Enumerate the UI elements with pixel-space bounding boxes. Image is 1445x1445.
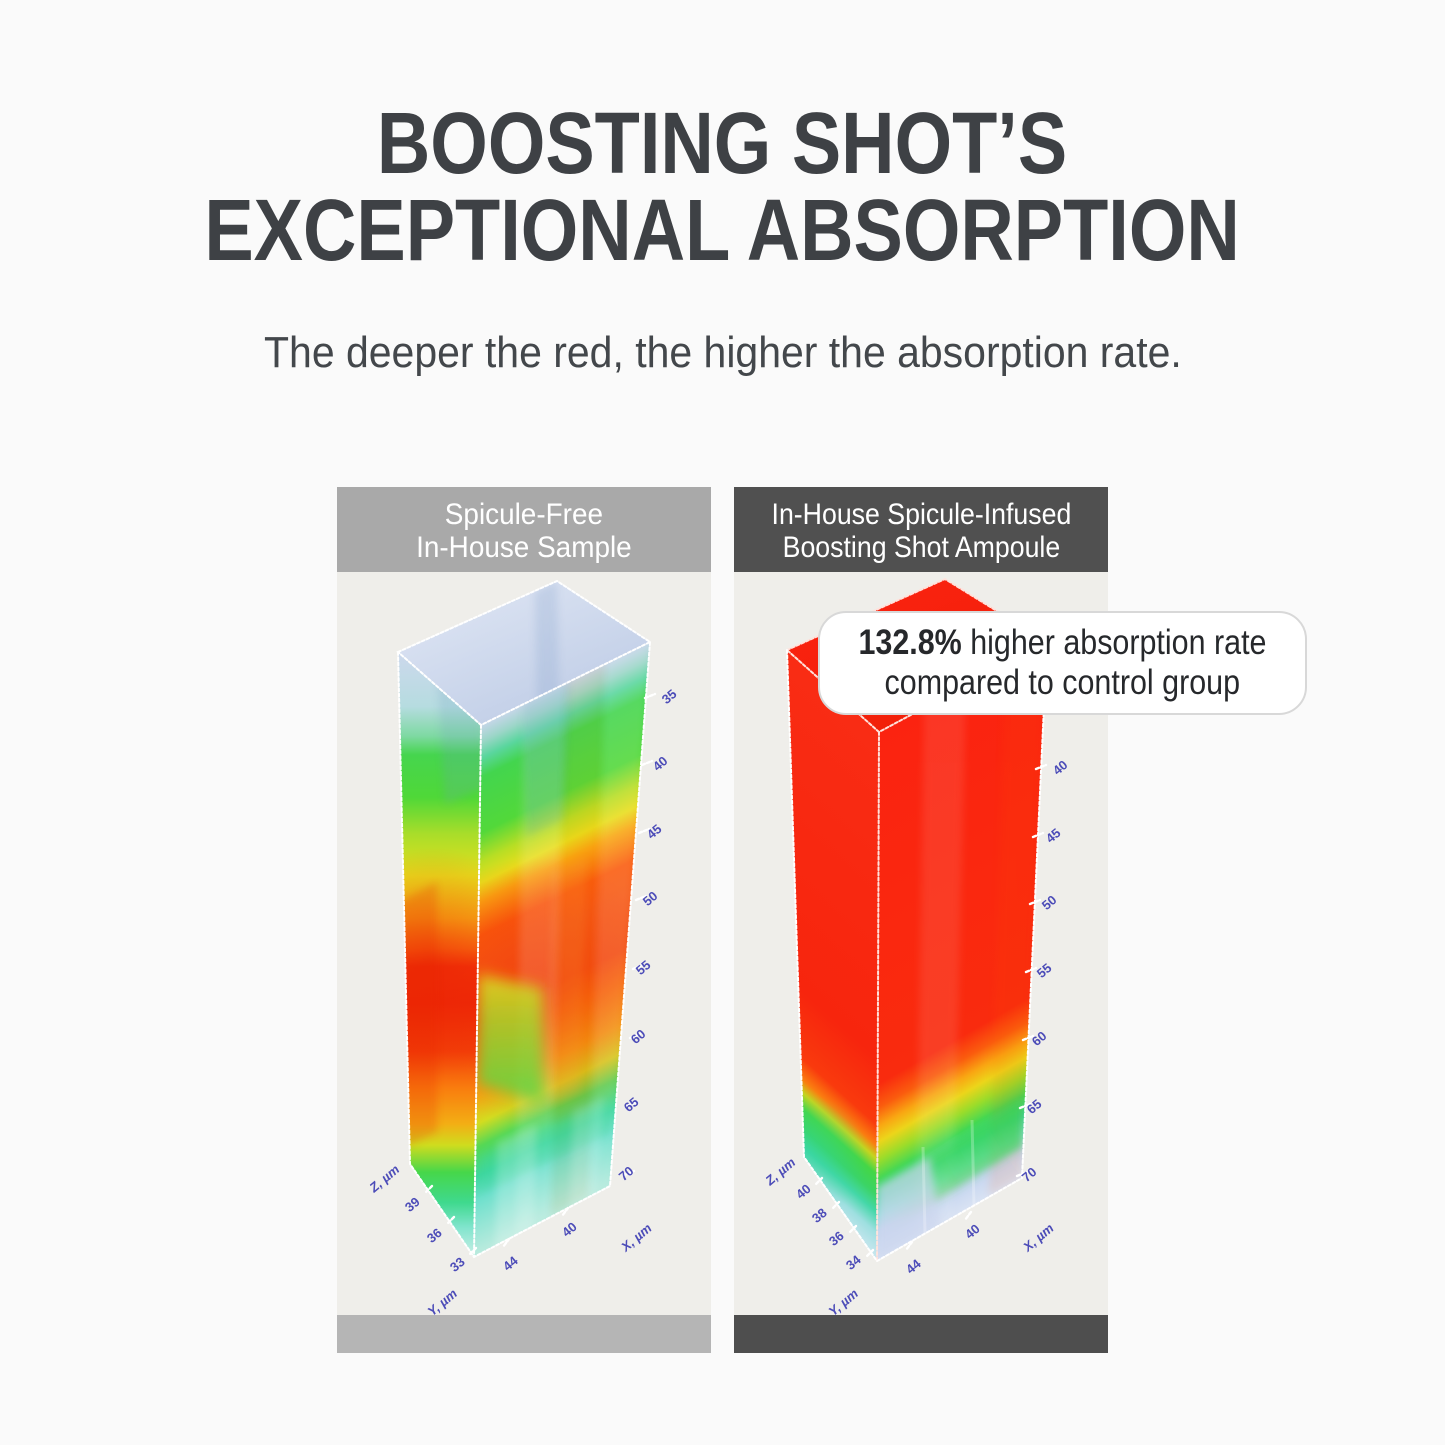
svg-text:40: 40 [559,1219,580,1240]
svg-text:45: 45 [1043,825,1064,846]
svg-text:60: 60 [628,1026,649,1047]
svg-text:Y, µm: Y, µm [425,1286,461,1315]
svg-text:70: 70 [616,1163,637,1184]
svg-text:Z, µm: Z, µm [366,1161,403,1195]
svg-text:Y, µm: Y, µm [826,1286,862,1315]
svg-text:40: 40 [1050,757,1071,778]
svg-text:50: 50 [640,888,661,909]
svg-text:36: 36 [424,1225,445,1246]
svg-text:Z, µm: Z, µm [762,1154,799,1188]
svg-text:40: 40 [650,753,671,774]
svg-text:38: 38 [809,1205,830,1226]
svg-text:44: 44 [903,1255,924,1276]
svg-text:36: 36 [826,1228,847,1249]
svg-text:34: 34 [843,1251,864,1272]
svg-text:55: 55 [633,957,654,978]
svg-text:39: 39 [402,1194,423,1215]
svg-text:65: 65 [621,1094,642,1115]
svg-text:33: 33 [447,1254,468,1275]
svg-text:40: 40 [793,1181,814,1202]
svg-text:55: 55 [1034,960,1055,981]
svg-text:X, µm: X, µm [1019,1220,1057,1255]
svg-text:35: 35 [659,686,680,707]
svg-text:50: 50 [1039,892,1060,913]
svg-text:44: 44 [500,1252,521,1273]
svg-text:45: 45 [644,821,665,842]
svg-text:X, µm: X, µm [617,1220,655,1255]
svg-text:40: 40 [962,1221,983,1242]
svg-text:65: 65 [1024,1096,1045,1117]
svg-text:60: 60 [1029,1028,1050,1049]
